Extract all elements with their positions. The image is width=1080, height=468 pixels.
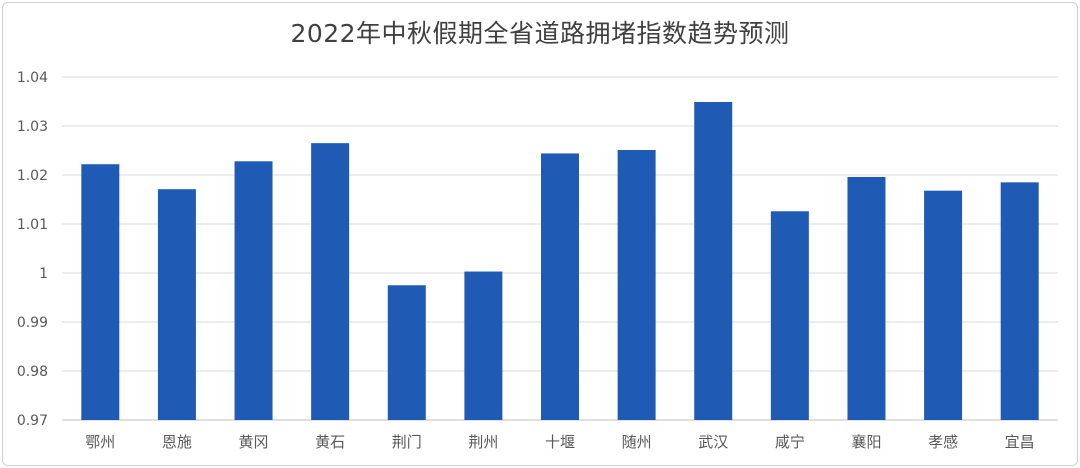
chart-title: 2022年中秋假期全省道路拥堵指数趋势预测 — [290, 19, 790, 48]
y-tick-label: 1.04 — [17, 70, 48, 86]
x-tick-label: 襄阳 — [851, 433, 881, 451]
y-tick-label: 0.97 — [17, 413, 48, 429]
x-tick-label: 恩施 — [162, 433, 192, 451]
x-tick-label: 随州 — [622, 433, 652, 451]
x-tick-label: 黄石 — [315, 433, 345, 451]
bar — [1000, 182, 1039, 420]
x-tick-label: 武汉 — [698, 433, 728, 451]
x-tick-label: 宜昌 — [1005, 433, 1035, 451]
bar — [541, 153, 579, 420]
bar — [617, 150, 656, 420]
y-tick-label: 1 — [39, 266, 48, 282]
bar — [694, 101, 733, 421]
y-tick-label: 0.99 — [17, 315, 48, 331]
x-tick-label: 咸宁 — [775, 433, 805, 451]
bar — [464, 271, 503, 420]
x-tick-label: 十堰 — [545, 433, 575, 451]
x-tick-label: 黄冈 — [239, 433, 269, 451]
bar — [81, 164, 120, 420]
bar — [847, 176, 886, 420]
y-tick-label: 0.98 — [17, 364, 48, 380]
bar — [157, 189, 196, 420]
x-axis-ticks: 鄂州 恩施 黄冈 黄石 荆门 荆州 十堰 随州 武汉 咸宁 襄阳 孝感 宜昌 — [85, 433, 1034, 451]
y-tick-label: 1.02 — [17, 168, 48, 184]
y-tick-label: 1.01 — [17, 217, 48, 233]
bar — [234, 161, 273, 420]
x-tick-label: 鄂州 — [85, 433, 115, 451]
x-tick-label: 荆门 — [392, 433, 422, 451]
bar — [924, 190, 963, 420]
bars — [81, 101, 1039, 421]
x-tick-label: 孝感 — [928, 433, 958, 451]
y-axis-ticks: 0.97 0.98 0.99 1 1.01 1.02 1.03 1.04 — [17, 70, 48, 429]
bar — [387, 285, 426, 420]
y-tick-label: 1.03 — [17, 119, 48, 135]
bar — [311, 143, 350, 420]
x-tick-label: 荆州 — [468, 433, 498, 451]
bar — [770, 211, 809, 420]
